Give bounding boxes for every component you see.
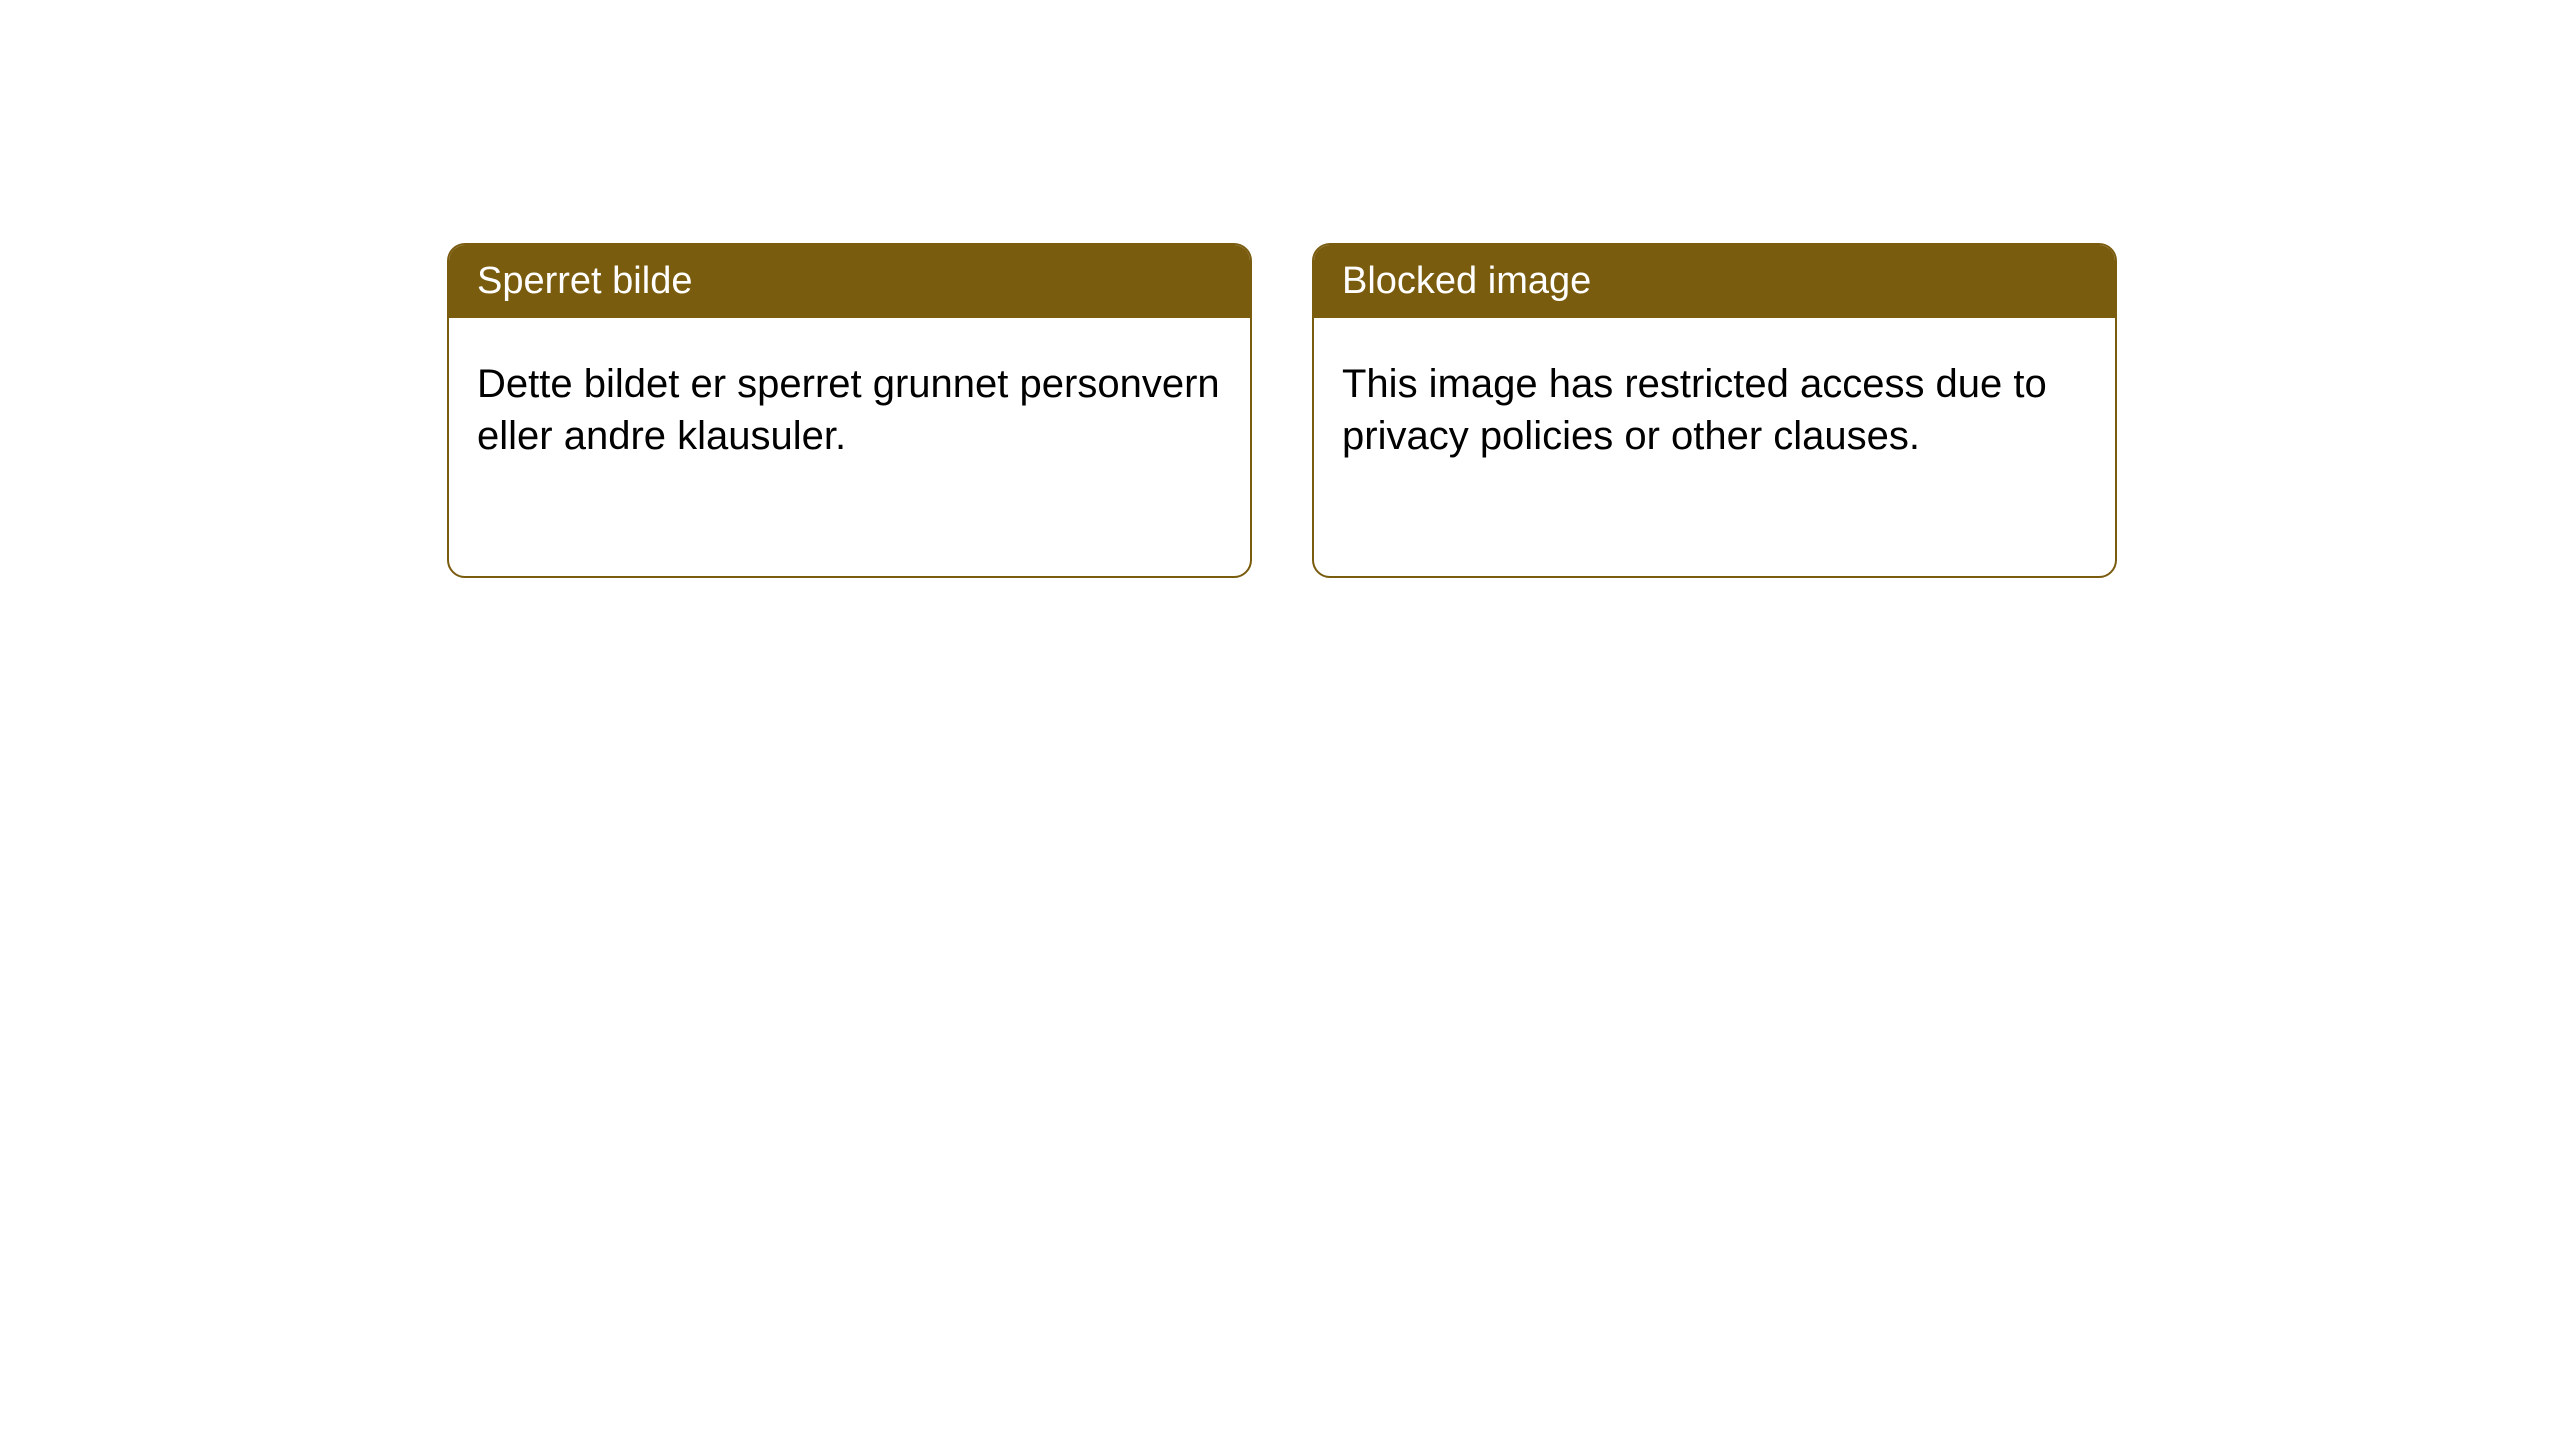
notice-card-norwegian: Sperret bilde Dette bildet er sperret gr… <box>447 243 1252 578</box>
notice-title: Sperret bilde <box>477 260 692 302</box>
notice-body: This image has restricted access due to … <box>1314 318 2115 502</box>
notice-card-english: Blocked image This image has restricted … <box>1312 243 2117 578</box>
notice-container: Sperret bilde Dette bildet er sperret gr… <box>0 0 2560 578</box>
notice-text: Dette bildet er sperret grunnet personve… <box>477 362 1220 458</box>
notice-header: Sperret bilde <box>449 245 1250 318</box>
notice-text: This image has restricted access due to … <box>1342 362 2047 458</box>
notice-body: Dette bildet er sperret grunnet personve… <box>449 318 1250 502</box>
notice-title: Blocked image <box>1342 260 1591 302</box>
notice-header: Blocked image <box>1314 245 2115 318</box>
